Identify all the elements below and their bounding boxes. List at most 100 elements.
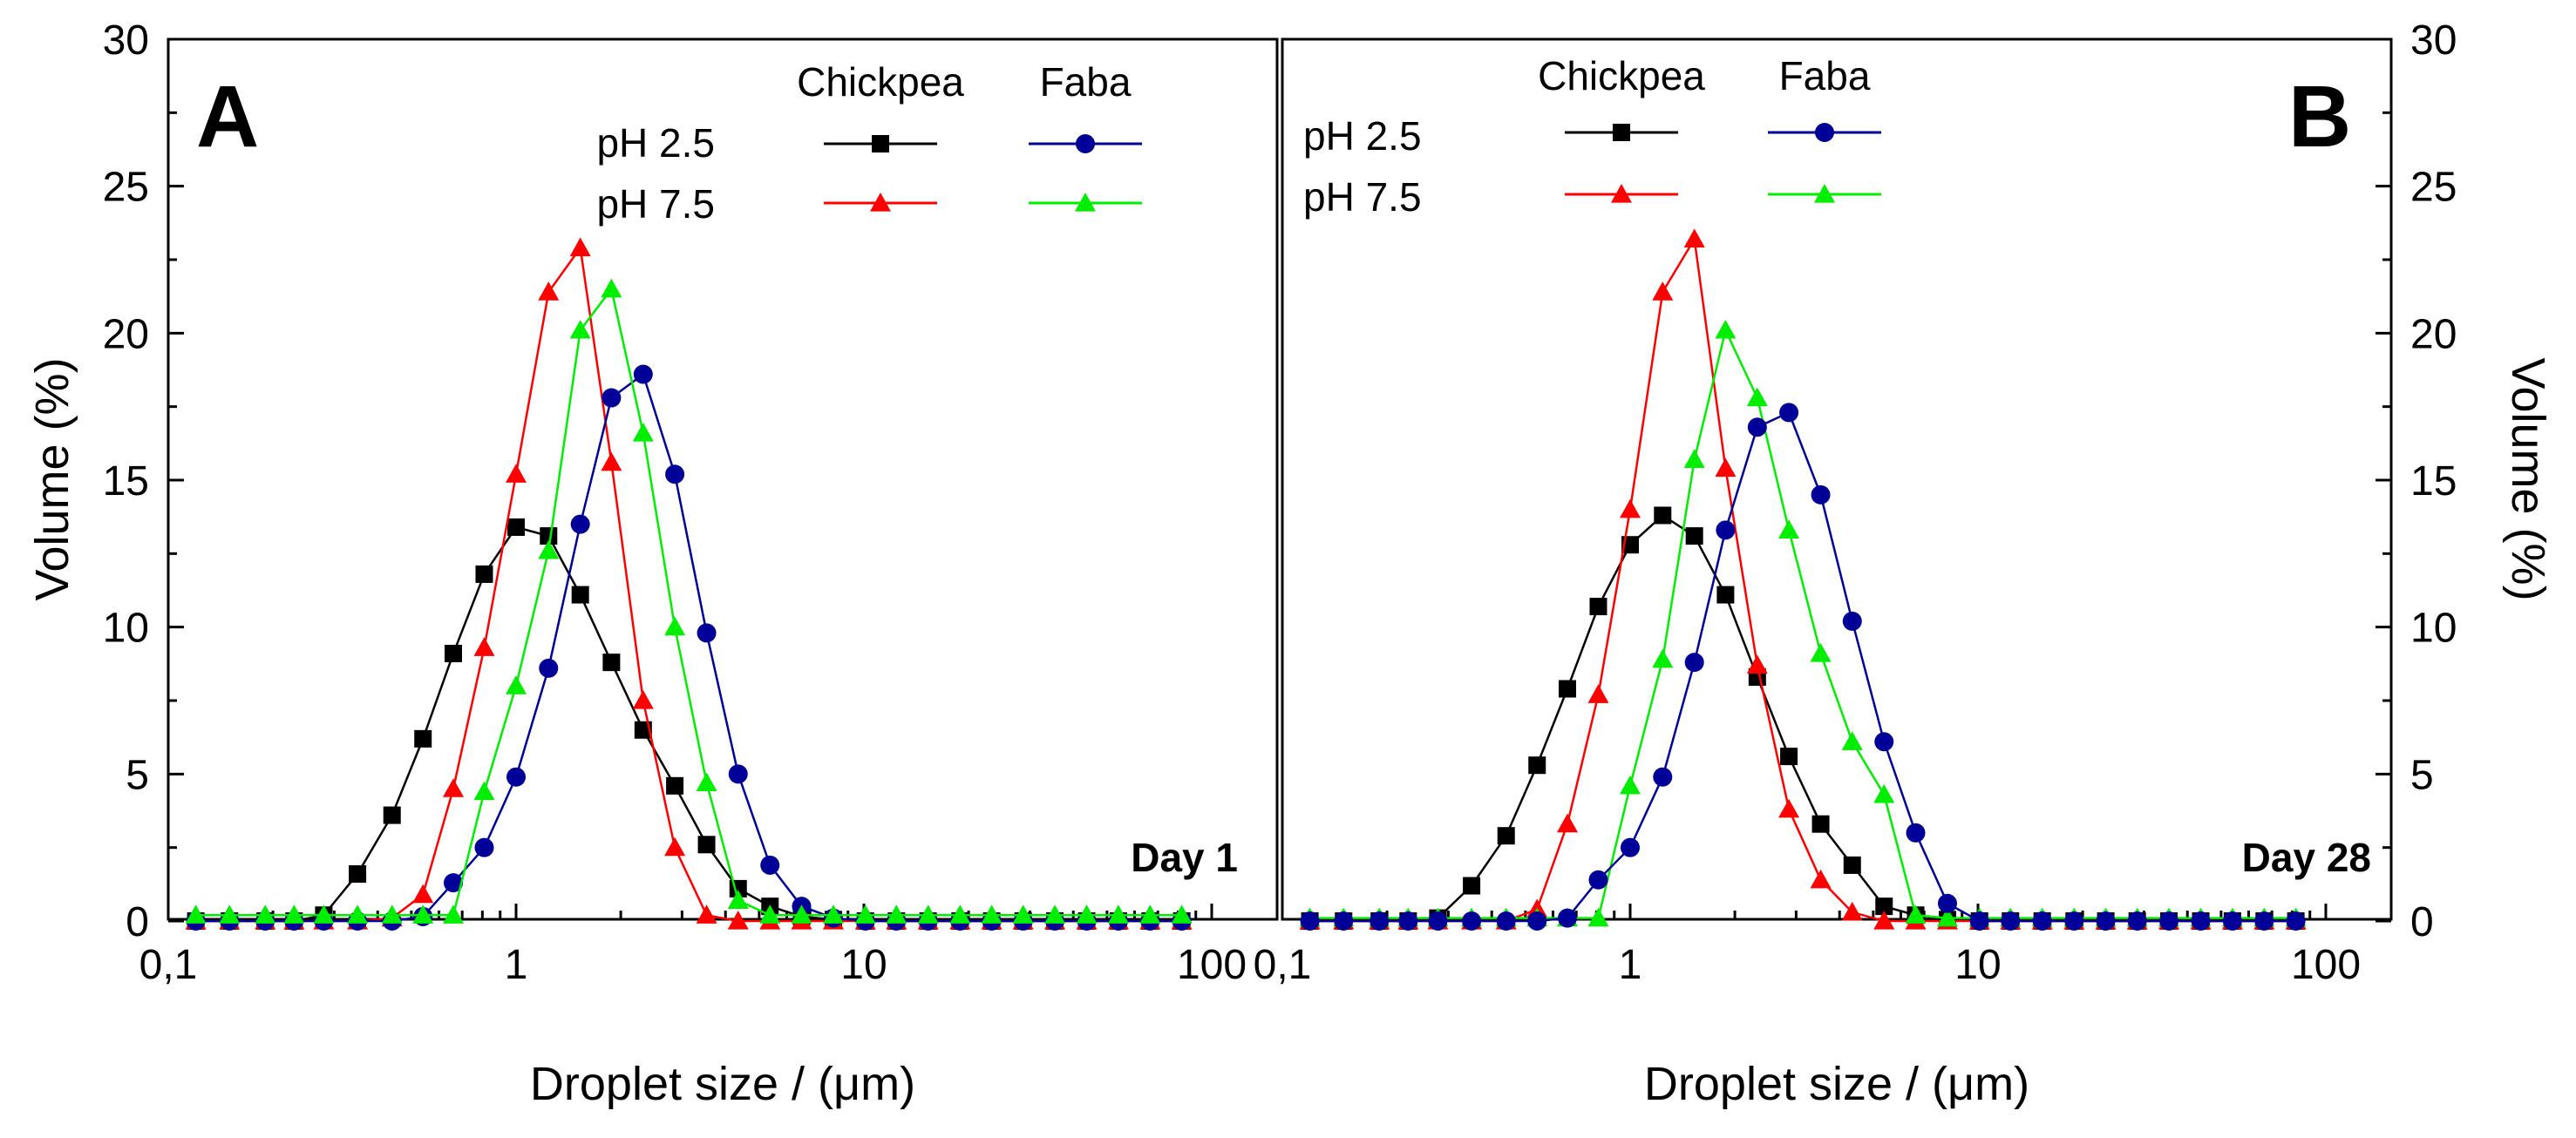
data-point bbox=[1778, 798, 1800, 818]
data-point bbox=[1843, 856, 1861, 874]
y-tick-label: 0 bbox=[2410, 899, 2434, 945]
data-point bbox=[412, 904, 434, 924]
x-tick-label: 0,1 bbox=[1254, 942, 1312, 988]
data-point bbox=[1778, 519, 1800, 539]
panel-b: 0,1 1 10 100 0 5 10 15 20 25 30 B Day 28 Droplet … bbox=[1254, 17, 2554, 1110]
data-point bbox=[475, 565, 493, 583]
data-point bbox=[728, 764, 748, 784]
legend-swatch-chickpea-ph-7-5 bbox=[1565, 184, 1678, 203]
panel-b-letter: B bbox=[2288, 68, 2351, 166]
data-point bbox=[507, 518, 525, 536]
data-point bbox=[219, 904, 241, 924]
data-point bbox=[1811, 484, 1831, 505]
data-point bbox=[1874, 732, 1894, 752]
legend-swatch-marker bbox=[1611, 184, 1632, 203]
y-tick-label: 20 bbox=[2410, 311, 2457, 357]
data-point bbox=[664, 616, 686, 636]
data-point bbox=[1428, 911, 1448, 931]
legend-swatch-marker bbox=[1815, 123, 1834, 142]
panel-b-y-ticks: 0 5 10 15 20 25 30 bbox=[2375, 17, 2457, 945]
legend-swatch-marker bbox=[872, 135, 889, 152]
data-point bbox=[1841, 731, 1863, 750]
y-tick-label: 25 bbox=[2410, 165, 2457, 211]
data-point bbox=[696, 772, 717, 792]
data-point bbox=[1557, 908, 1577, 928]
y-tick-label: 20 bbox=[103, 311, 149, 357]
data-point bbox=[538, 539, 560, 559]
data-point bbox=[570, 514, 590, 534]
data-point bbox=[886, 904, 907, 924]
data-point bbox=[442, 904, 464, 924]
y-tick-label: 15 bbox=[103, 458, 149, 505]
data-point bbox=[822, 904, 844, 924]
data-point bbox=[283, 904, 305, 924]
series-faba-ph-2-5 bbox=[1300, 403, 2306, 931]
data-point bbox=[1497, 827, 1515, 845]
legend-row-ph-7-5: pH 7.5 bbox=[1303, 174, 1422, 220]
data-point bbox=[1746, 654, 1768, 674]
legend-row-ph-2-5: pH 2.5 bbox=[1303, 113, 1422, 159]
data-point bbox=[538, 281, 560, 301]
data-point bbox=[1012, 904, 1034, 924]
panel-b-series bbox=[1299, 228, 2307, 931]
data-point bbox=[760, 855, 780, 875]
data-point bbox=[571, 586, 589, 604]
data-point bbox=[313, 904, 335, 924]
x-tick-label: 1 bbox=[1619, 942, 1642, 988]
panel-b-annotation: Day 28 bbox=[2242, 835, 2371, 880]
legend-swatch-faba-ph-2-5 bbox=[1768, 123, 1881, 142]
y-tick-label: 15 bbox=[2410, 458, 2457, 505]
panel-a-y-axis-label: Volume (%) bbox=[26, 357, 78, 600]
data-point bbox=[1906, 823, 1926, 843]
data-point bbox=[442, 778, 464, 797]
data-point bbox=[917, 904, 939, 924]
data-point bbox=[1107, 904, 1129, 924]
panel-a-x-axis-label: Droplet size / (μm) bbox=[530, 1058, 915, 1110]
data-point bbox=[412, 884, 434, 904]
y-tick-label: 30 bbox=[103, 17, 149, 64]
data-point bbox=[1746, 387, 1768, 407]
data-point bbox=[2127, 911, 2147, 931]
data-point bbox=[506, 464, 527, 483]
legend-column-faba: Faba bbox=[1779, 53, 1871, 98]
data-point bbox=[569, 319, 591, 339]
x-tick-label: 100 bbox=[1177, 942, 1247, 988]
data-point bbox=[1841, 901, 1863, 921]
x-tick-label: 10 bbox=[840, 942, 887, 988]
data-point bbox=[1556, 813, 1578, 833]
data-point bbox=[1588, 870, 1608, 890]
legend-row-ph-7-5: pH 7.5 bbox=[596, 181, 715, 227]
data-point bbox=[1462, 911, 1482, 931]
legend-swatch-chickpea-ph-2-5 bbox=[1565, 124, 1678, 141]
data-point bbox=[1587, 684, 1609, 703]
data-point bbox=[602, 654, 621, 672]
data-point bbox=[1937, 893, 1957, 913]
data-point bbox=[1463, 877, 1481, 895]
data-point bbox=[540, 527, 558, 545]
data-point bbox=[1300, 911, 1320, 931]
data-point bbox=[791, 904, 812, 924]
data-point bbox=[632, 690, 654, 709]
legend-column-chickpea: Chickpea bbox=[1538, 53, 1705, 98]
panel-a-legend: Chickpea Faba pH 2.5 pH 7.5 bbox=[596, 59, 1142, 227]
data-point bbox=[1684, 653, 1704, 673]
data-point bbox=[1139, 904, 1161, 924]
data-point bbox=[506, 675, 527, 694]
data-point bbox=[1527, 911, 1547, 931]
data-point bbox=[1905, 904, 1927, 924]
data-point bbox=[1936, 907, 1958, 927]
data-point bbox=[381, 904, 403, 924]
data-point bbox=[444, 645, 462, 663]
y-tick-label: 0 bbox=[126, 899, 149, 945]
y-tick-label: 30 bbox=[2410, 17, 2457, 64]
data-point bbox=[569, 237, 591, 257]
data-point bbox=[414, 729, 432, 748]
y-tick-label: 10 bbox=[2410, 606, 2457, 652]
data-point bbox=[854, 904, 876, 924]
data-point bbox=[981, 904, 1003, 924]
legend-swatch-chickpea-ph-7-5 bbox=[824, 193, 937, 212]
x-tick-label: 0,1 bbox=[139, 942, 198, 988]
data-point bbox=[1842, 611, 1862, 631]
data-point bbox=[473, 781, 495, 801]
